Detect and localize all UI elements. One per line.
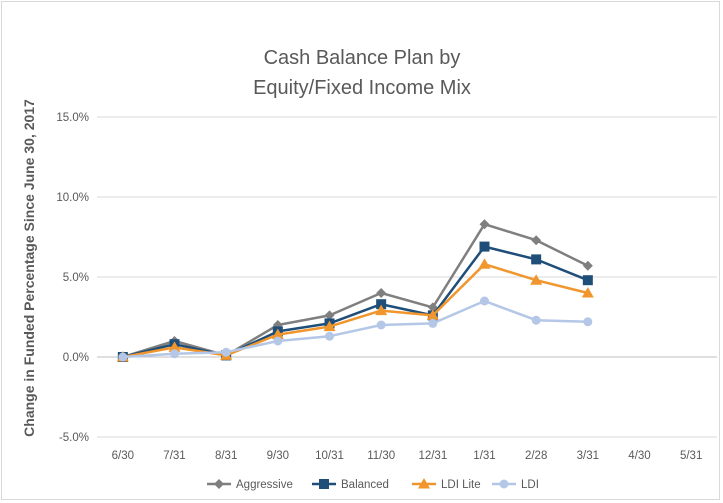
- data-point-ldi-lite: [530, 274, 543, 285]
- x-tick-label: 11/30: [367, 450, 395, 462]
- x-tick-label: 1/31: [473, 450, 495, 462]
- x-tick-label: 12/31: [418, 450, 447, 462]
- y-tick-label: 10.0%: [56, 192, 89, 204]
- series-line-aggressive: [122, 222, 589, 359]
- series-lines: [116, 219, 594, 362]
- series-aggressive: [117, 219, 593, 362]
- legend-item-aggressive: Aggressive: [207, 479, 293, 491]
- chart-title-line-2: Equity/Fixed Income Mix: [253, 77, 471, 99]
- y-tick-labels: -5.0% 0.0% 5.0% 10.0% 15.0%: [56, 112, 89, 444]
- chart-title-line-1: Cash Balance Plan by: [264, 47, 461, 69]
- data-point-balanced: [479, 241, 490, 252]
- legend-item-ldi-lite: LDI Lite: [412, 478, 481, 491]
- legend-marker: [418, 478, 430, 489]
- data-point-ldi-lite: [581, 287, 594, 298]
- y-tick-label: -5.0%: [59, 432, 89, 444]
- x-tick-label: 10/31: [315, 450, 344, 462]
- data-point-ldi: [170, 349, 179, 359]
- legend-marker: [319, 479, 329, 489]
- y-tick-label: 0.0%: [63, 352, 89, 364]
- x-tick-label: 5/31: [680, 450, 702, 462]
- legend-item-ldi: LDI: [492, 479, 539, 491]
- data-point-aggressive: [376, 288, 387, 298]
- x-tick-labels: 6/30 7/31 8/31 9/30 10/31 11/30 12/31 1/31 2/28 3…: [112, 450, 703, 462]
- x-tick-label: 8/31: [215, 450, 237, 462]
- data-point-ldi: [583, 317, 593, 327]
- legend-marker: [499, 479, 509, 489]
- data-point-ldi: [273, 336, 283, 346]
- data-point-aggressive: [582, 260, 593, 271]
- legend-marker: [214, 479, 224, 489]
- data-point-balanced: [582, 275, 593, 286]
- y-tick-label: 15.0%: [56, 112, 89, 124]
- x-tick-label: 3/31: [577, 450, 599, 462]
- data-point-ldi: [428, 318, 438, 328]
- data-point-ldi: [480, 296, 489, 306]
- data-point-balanced: [531, 254, 542, 265]
- data-point-aggressive: [531, 235, 542, 246]
- legend-label: Aggressive: [236, 479, 293, 491]
- series-ldi: [118, 296, 593, 362]
- x-tick-label: 2/28: [525, 450, 547, 462]
- data-point-aggressive: [324, 310, 335, 321]
- legend-label: LDI: [521, 479, 539, 491]
- series-line-balanced: [122, 245, 589, 359]
- data-point-aggressive: [479, 219, 490, 230]
- data-point-ldi-lite: [168, 341, 181, 352]
- data-point-aggressive: [427, 302, 438, 313]
- gridlines: [97, 116, 717, 438]
- data-point-ldi-lite: [478, 258, 491, 269]
- y-axis-title: Change in Funded Percentage Since June 3…: [21, 99, 37, 437]
- data-point-ldi: [325, 331, 334, 341]
- x-tick-label: 6/30: [112, 450, 134, 462]
- x-tick-label: 7/31: [163, 450, 185, 462]
- legend-item-balanced: Balanced: [312, 479, 389, 491]
- legend-label: Balanced: [341, 479, 389, 491]
- legend: Aggressive Balanced LDI Lite LDI: [207, 478, 539, 491]
- data-point-ldi: [376, 320, 386, 330]
- series-line-ldi: [122, 299, 588, 359]
- data-point-ldi: [221, 347, 231, 357]
- legend-label: LDI Lite: [441, 479, 481, 491]
- y-tick-label: 5.0%: [63, 272, 89, 284]
- data-point-ldi-lite: [375, 304, 388, 316]
- data-point-ldi: [531, 315, 541, 325]
- series-line-ldi-lite: [122, 262, 589, 359]
- data-point-ldi-lite: [271, 328, 284, 340]
- data-point-ldi: [118, 352, 128, 362]
- data-point-ldi-lite: [323, 320, 336, 332]
- x-tick-label: 9/30: [267, 450, 289, 462]
- data-point-ldi-lite: [426, 309, 439, 320]
- data-point-balanced: [376, 299, 387, 310]
- x-tick-label: 4/30: [628, 450, 650, 462]
